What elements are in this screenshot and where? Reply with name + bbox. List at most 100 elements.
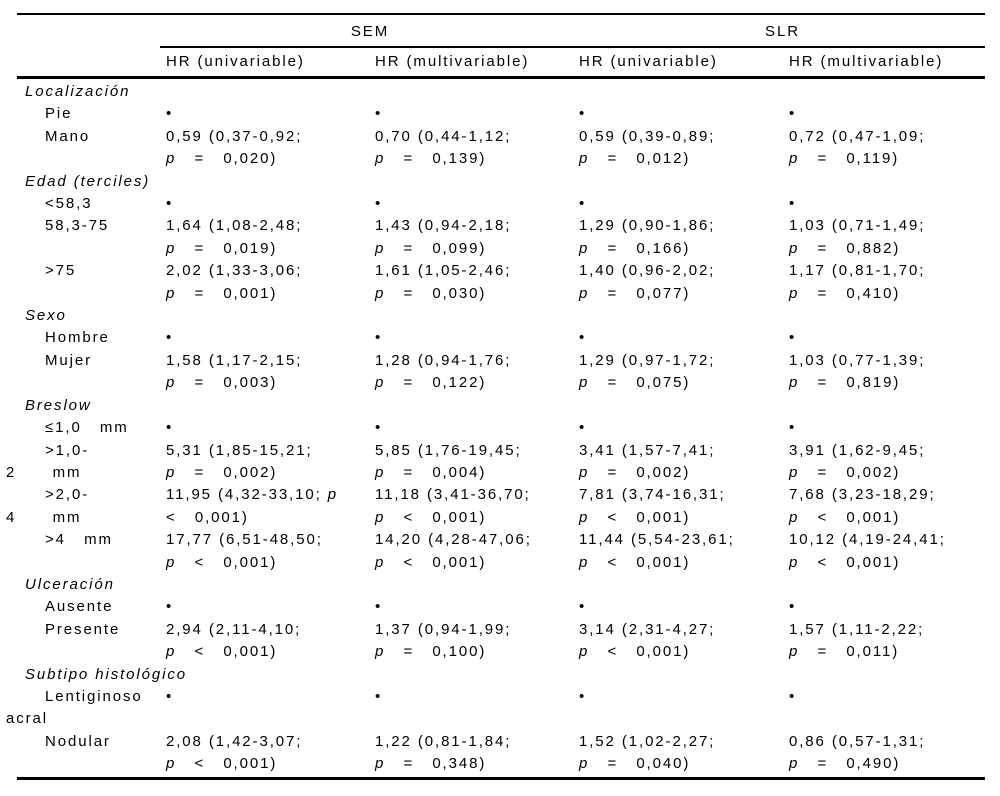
cell-line: 0,59 (0,39-0,89;: [579, 126, 789, 148]
cell-line: •: [579, 686, 789, 708]
value-cell: •: [789, 327, 985, 349]
cell-line: 1,61 (1,05-2,46;: [375, 260, 579, 282]
value-cell: 10,12 (4,19-24,41; p < 0,001): [789, 529, 985, 574]
value-cell: •: [375, 686, 579, 708]
table-row: Lentiginoso acral • • • •: [0, 686, 1000, 731]
value-cell: •: [166, 103, 375, 125]
cell-line: 1,37 (0,94-1,99;: [375, 619, 579, 641]
value-cell: •: [166, 596, 375, 618]
value-cell: 0,59 (0,37-0,92; p = 0,020): [166, 126, 375, 171]
cell-line: p = 0,002): [789, 462, 985, 484]
cell-line: •: [375, 103, 579, 125]
p-symbol: p: [789, 150, 800, 168]
cell-text: •: [579, 598, 587, 616]
cell-text: •: [789, 419, 797, 437]
cell-text: 1,29 (0,90-1,86;: [579, 217, 716, 235]
cell-line: < 0,001): [166, 507, 375, 529]
value-cell: •: [375, 596, 579, 618]
p-symbol: p: [375, 150, 386, 168]
value-cell: 1,29 (0,90-1,86; p = 0,166): [579, 215, 789, 260]
cell-line: •: [789, 327, 985, 349]
cell-text: = 0,004): [385, 463, 487, 481]
section-title: Edad (terciles): [25, 172, 151, 190]
cell-text: = 0,003): [176, 374, 278, 392]
value-cell: 2,08 (1,42-3,07; p < 0,001): [166, 731, 375, 776]
row-label: Lentiginoso acral: [0, 686, 166, 731]
table-row: ≤1,0 mm • • • •: [0, 417, 1000, 439]
p-symbol: p: [375, 239, 386, 257]
cell-line: p = 0,100): [375, 641, 579, 663]
cell-text: •: [579, 105, 587, 123]
cell-line: 1,03 (0,71-1,49;: [789, 215, 985, 237]
cell-text: •: [789, 329, 797, 347]
column-group-slr: SLR: [765, 23, 800, 40]
cell-text: •: [579, 687, 587, 705]
col-header-sem-multivariable: HR (multivariable): [375, 53, 530, 70]
cell-line: •: [166, 193, 375, 215]
cell-line: 3,91 (1,62-9,45;: [789, 440, 985, 462]
row-label-line: >75: [45, 262, 77, 280]
cell-line: •: [375, 327, 579, 349]
cell-text: 7,68 (3,23-18,29;: [789, 486, 936, 504]
cell-text: < 0,001): [176, 553, 278, 571]
value-cell: 1,29 (0,97-1,72; p = 0,075): [579, 350, 789, 395]
cell-line: 1,29 (0,90-1,86;: [579, 215, 789, 237]
row-label-line: >1,0-: [45, 441, 90, 459]
value-cell: 5,85 (1,76-19,45; p = 0,004): [375, 440, 579, 485]
cell-text: •: [789, 105, 797, 123]
value-cell: •: [166, 417, 375, 439]
row-label-line: Lentiginoso: [45, 687, 143, 705]
table-row: Nodular 2,08 (1,42-3,07; p < 0,001) 1,22 (0…: [0, 731, 1000, 776]
cell-text: 0,72 (0,47-1,09;: [789, 127, 926, 145]
col-header-sem-univariable: HR (univariable): [166, 53, 305, 70]
value-cell: 1,22 (0,81-1,84; p = 0,348): [375, 731, 579, 776]
value-cell: •: [166, 193, 375, 215]
value-cell: 1,58 (1,17-2,15; p = 0,003): [166, 350, 375, 395]
cell-text: 1,22 (0,81-1,84;: [375, 732, 512, 750]
value-cell: 1,17 (0,81-1,70; p = 0,410): [789, 260, 985, 305]
p-symbol: p: [327, 486, 338, 504]
value-cell: •: [579, 686, 789, 708]
p-symbol: p: [579, 239, 590, 257]
row-label-line: Mujer: [45, 351, 93, 369]
table-row: >4 mm 17,77 (6,51-48,50; p < 0,001) 14,20 (…: [0, 529, 1000, 574]
p-symbol: p: [579, 463, 590, 481]
row-label-line: >2,0-: [45, 486, 90, 504]
cell-line: p = 0,882): [789, 238, 985, 260]
row-label-line: Hombre: [45, 329, 110, 347]
cell-text: 1,29 (0,97-1,72;: [579, 351, 716, 369]
value-cell: •: [789, 103, 985, 125]
row-label-line: Mano: [45, 127, 91, 145]
table-row: <58,3 • • • •: [0, 193, 1000, 215]
value-cell: 11,44 (5,54-23,61; p < 0,001): [579, 529, 789, 574]
row-label: <58,3: [0, 193, 166, 215]
row-label-line: Nodular: [45, 732, 111, 750]
value-cell: •: [579, 596, 789, 618]
cell-text: 1,52 (1,02-2,27;: [579, 732, 716, 750]
row-label: ≤1,0 mm: [0, 417, 166, 439]
cell-text: = 0,099): [385, 239, 487, 257]
cell-text: = 0,490): [799, 755, 901, 773]
value-cell: 2,94 (2,11-4,10; p < 0,001): [166, 619, 375, 664]
cell-text: < 0,001): [589, 643, 691, 661]
value-cell: 1,03 (0,71-1,49; p = 0,882): [789, 215, 985, 260]
cell-text: 2,02 (1,33-3,06;: [166, 262, 303, 280]
cell-text: 5,85 (1,76-19,45;: [375, 441, 522, 459]
cell-line: p = 0,030): [375, 283, 579, 305]
cell-text: < 0,001): [589, 508, 691, 526]
cell-line: p = 0,075): [579, 372, 789, 394]
cell-line: •: [789, 193, 985, 215]
value-cell: •: [579, 193, 789, 215]
value-cell: 3,14 (2,31-4,27; p < 0,001): [579, 619, 789, 664]
cell-line: 0,72 (0,47-1,09;: [789, 126, 985, 148]
value-cell: •: [375, 103, 579, 125]
p-symbol: p: [579, 755, 590, 773]
cell-text: < 0,001): [799, 508, 901, 526]
cell-line: p < 0,001): [789, 507, 985, 529]
table-row: Pie • • • •: [0, 103, 1000, 125]
cell-text: 17,77 (6,51-48,50;: [166, 531, 323, 549]
cell-text: •: [166, 195, 174, 213]
cell-text: = 0,166): [589, 239, 691, 257]
cell-line: •: [166, 417, 375, 439]
cell-text: = 0,077): [589, 284, 691, 302]
